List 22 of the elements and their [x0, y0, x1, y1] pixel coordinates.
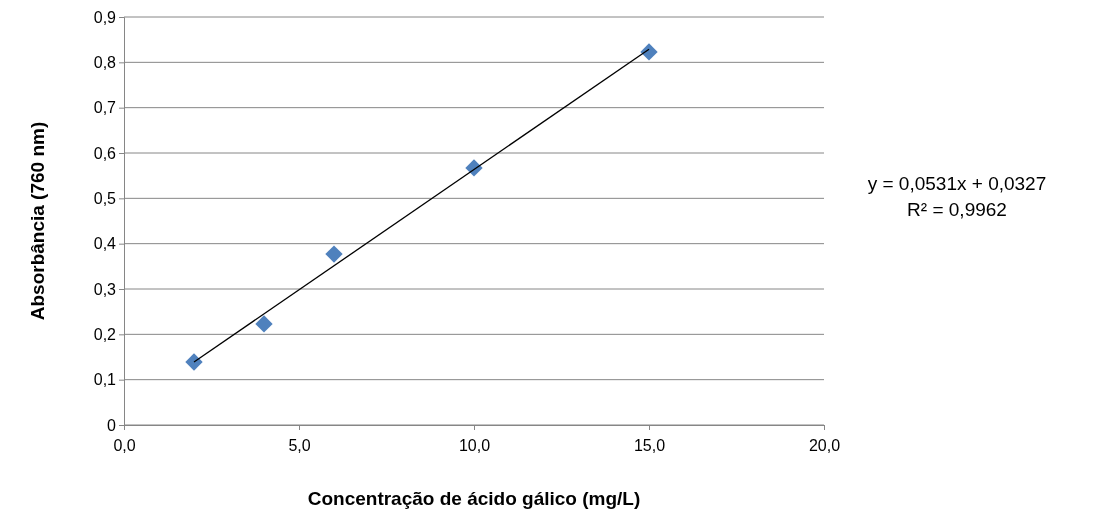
point [325, 245, 343, 263]
x-axis-title: Concentração de ácido gálico (mg/L) [307, 488, 641, 509]
y-tick-label: 0 [107, 416, 117, 434]
y-tick-label: 0,1 [93, 371, 117, 389]
y-tick-label: 0,7 [93, 99, 117, 117]
x-tick-label: 20,0 [808, 436, 841, 454]
x-tick-label: 15,0 [633, 436, 666, 454]
y-tick-label: 0,6 [93, 144, 117, 162]
y-tick-label: 0,2 [93, 325, 117, 343]
y-tick-label: 0,8 [93, 53, 117, 71]
x-tick-label: 10,0 [458, 436, 491, 454]
x-tick-label: 0,0 [113, 436, 136, 454]
y-tick-label: 0,3 [93, 280, 117, 298]
y-tick-label: 0,5 [93, 189, 117, 207]
point [185, 353, 203, 371]
text: R² = 0,9962 [907, 199, 1007, 220]
x-tick-label: 5,0 [288, 436, 311, 454]
y-tick-label: 0,9 [93, 8, 117, 26]
y-axis-title: Absorbância (760 nm) [27, 121, 48, 321]
text: y = 0,0531x + 0,0327 [867, 173, 1047, 194]
y-tick-label: 0,4 [93, 235, 117, 253]
point [255, 315, 273, 333]
